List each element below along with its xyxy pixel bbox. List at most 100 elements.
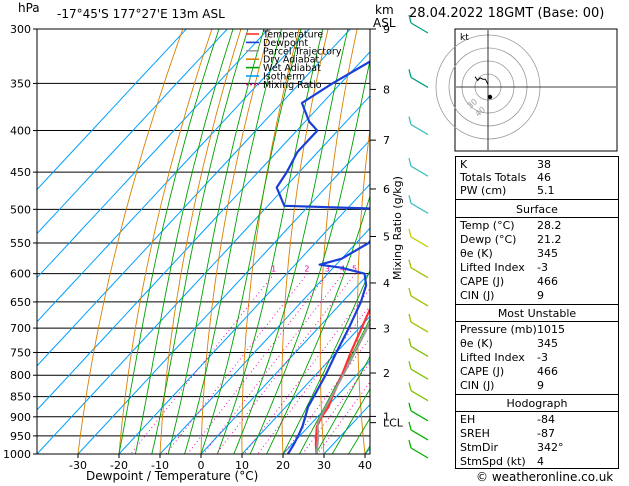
wet-adiabat (315, 355, 370, 454)
isotherm-line (37, 51, 370, 411)
credit-text: © weatheronline.co.uk (476, 470, 614, 484)
pressure-tick-label: 950 (10, 430, 31, 443)
wind-barb (410, 165, 429, 177)
wet-adiabat (331, 388, 370, 454)
wind-barb-flag (408, 287, 412, 297)
legend-label: Dewpoint (263, 38, 308, 49)
wind-barb-flag (408, 402, 412, 411)
dry-adiabat (118, 29, 213, 454)
temp-tick-label: -30 (69, 459, 87, 472)
temp-tick-label: -10 (151, 459, 169, 472)
surface-row: Dewp (°C) 21.2 (460, 233, 562, 246)
isotherm-line (37, 29, 269, 279)
index-row-pw: PW (cm) 5.1 (460, 184, 555, 197)
plot-area: 1 2 3 4 5 8 10 15 20 25 (37, 29, 629, 454)
temp-tick-label: 20 (276, 459, 290, 472)
wet-adiabat (200, 29, 302, 454)
temp-tick-label: 30 (317, 459, 331, 472)
km-tick-label: 2 (383, 367, 390, 380)
pressure-tick-label: 350 (10, 77, 31, 90)
hodo-row: SREH -87 (460, 427, 555, 440)
mu-row: θe (K) 345 (460, 337, 558, 350)
isotherm-line (77, 139, 370, 454)
indices-main-box: Surface Temp (°C) 28.2 Dewp (°C) 21.2 θe (… (455, 199, 619, 469)
wind-barb-flag (408, 116, 412, 125)
isotherm-line (118, 183, 370, 454)
dry-adiabat (77, 29, 184, 454)
wind-barb-flag (408, 439, 412, 449)
hodograph-frame (454, 28, 618, 152)
km-tick-label: 3 (383, 323, 390, 336)
mu-row: CAPE (J) 466 (460, 365, 558, 378)
mixing-ratio-line (243, 287, 370, 454)
temp-tick-label: -20 (110, 459, 128, 472)
hodograph-kt-label: kt (460, 33, 469, 43)
pressure-tick-label: 400 (10, 125, 31, 138)
mixing-ratio-line (215, 273, 356, 454)
dry-adiabat (619, 29, 629, 454)
isotherm-line (241, 315, 370, 454)
dry-adiabat (357, 125, 370, 454)
wind-barb-flag (408, 313, 412, 323)
mixing-ratio-label: 15 (415, 265, 425, 274)
surface-row: CIN (J) 9 (460, 289, 544, 302)
wet-adiabat (118, 29, 220, 454)
wind-barb (410, 295, 429, 307)
indices-top-box: K 38 Totals Totals 46 PW (cm) 5.1 (455, 156, 619, 200)
index-row-k: K 38 (460, 158, 551, 171)
isotherm-line (37, 29, 310, 323)
pressure-tick-label: 300 (10, 23, 31, 36)
hodo-row: StmDir 342° (460, 441, 564, 454)
km-tick-label: LCL (383, 417, 404, 430)
mixing-ratio-line (187, 273, 329, 454)
wind-barb-flag (408, 421, 412, 431)
surface-title: Surface (516, 203, 558, 216)
km-tick-label: 7 (383, 134, 390, 147)
temperature-line (314, 306, 370, 454)
km-tick-label: 5 (383, 230, 390, 243)
wet-adiabat (282, 269, 370, 454)
legend-label: Temperature (262, 30, 323, 41)
surface-row: CAPE (J) 466 (460, 275, 558, 288)
legend-label: Parcel Trajectory (263, 46, 342, 57)
dry-adiabat (319, 29, 358, 454)
km-tick-label: 6 (383, 183, 390, 196)
wind-barb (410, 76, 429, 88)
wind-barb (410, 410, 429, 422)
mixing-ratio-label: 2 (304, 265, 309, 274)
hodograph-storm-marker (487, 94, 493, 100)
dry-adiabat (429, 29, 447, 454)
dry-adiabat (200, 29, 271, 454)
surface-row: θe (K) 345 (460, 247, 558, 260)
wind-barb (410, 236, 429, 248)
wind-barb-flag (408, 69, 412, 78)
legend-label: Dry Adiabat (263, 55, 320, 66)
wind-barb (410, 368, 429, 380)
isotherm-line (37, 29, 228, 235)
pressure-tick-label: 450 (10, 166, 31, 179)
mixing-ratio-line (165, 273, 308, 454)
surface-row: Temp (°C) 28.2 (460, 219, 562, 232)
hodo-row: StmSpd (kt) 4 (460, 455, 544, 468)
wind-barb (410, 202, 429, 214)
wind-barb-flag (408, 338, 412, 347)
asl-label: ASL (373, 16, 396, 30)
legend-label: Isotherm (263, 72, 305, 83)
mixing-ratio-label: 4 (340, 265, 345, 274)
wet-adiabat (134, 29, 234, 454)
pressure-tick-label: 600 (10, 268, 31, 281)
mixing-ratio-label: 20 (433, 265, 443, 274)
pressure-tick-label: 700 (10, 322, 31, 335)
wet-adiabat (249, 58, 370, 454)
isotherm-line (323, 403, 370, 454)
pressure-tick-label: 750 (10, 346, 31, 359)
wet-adiabat (216, 29, 324, 454)
hpa-label: hPa (18, 1, 40, 15)
km-label: km (375, 3, 394, 17)
wet-adiabat (167, 29, 265, 454)
km-tick-label: 8 (383, 83, 390, 96)
pressure-tick-label: 650 (10, 296, 31, 309)
isotherm-line (159, 227, 370, 454)
legend-label: Mixing Ratio (263, 80, 322, 91)
